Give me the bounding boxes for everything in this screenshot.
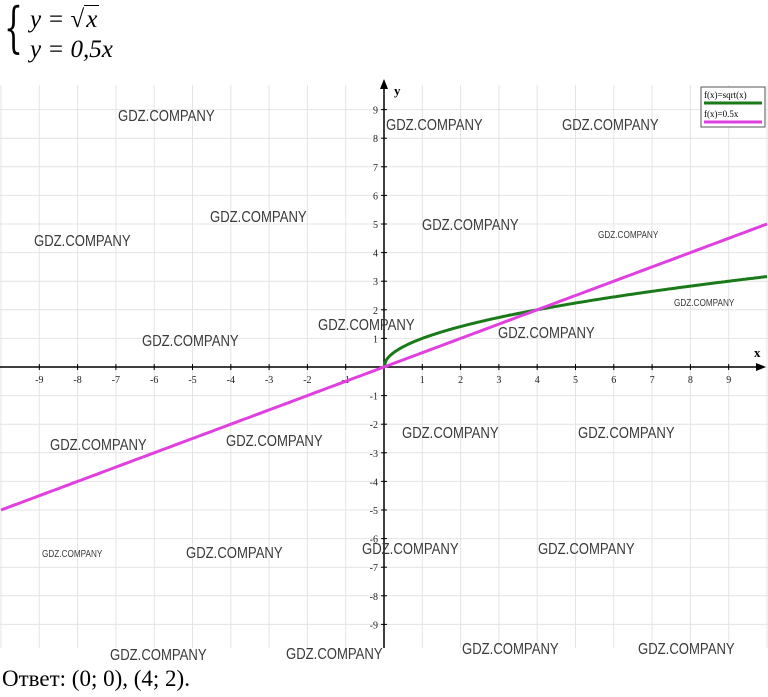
y-tick-label: -5 <box>370 506 378 517</box>
watermark: GDZ.COMPANY <box>34 233 131 250</box>
series-line-1 <box>382 275 768 368</box>
watermark: GDZ.COMPANY <box>422 217 519 234</box>
equation-system: { y = √x y = 0,5x <box>2 0 202 66</box>
legend: f(x)=sqrt(x) f(x)=0.5x <box>700 86 766 128</box>
y-axis-label: y <box>394 83 401 98</box>
series-lines <box>0 222 768 512</box>
watermark: GDZ.COMPANY <box>42 548 102 559</box>
y-tick-label: 5 <box>373 220 378 231</box>
watermark: GDZ.COMPANY <box>386 117 483 134</box>
x-tick-label: 5 <box>573 375 578 386</box>
watermark: GDZ.COMPANY <box>286 646 383 663</box>
sqrt-radicand: x <box>84 5 100 33</box>
watermark: GDZ.COMPANY <box>578 425 675 442</box>
watermark: GDZ.COMPANY <box>118 108 215 125</box>
y-tick-label: -7 <box>370 563 378 574</box>
watermark: GDZ.COMPANY <box>498 325 595 342</box>
y-tick-label: -4 <box>370 477 378 488</box>
legend-label-1: f(x)=sqrt(x) <box>704 90 747 100</box>
y-tick-label: 7 <box>373 163 378 174</box>
x-axis-label: x <box>754 345 761 360</box>
watermark: GDZ.COMPANY <box>638 641 735 658</box>
x-tick-label: -8 <box>73 375 81 386</box>
x-axis-arrow <box>756 363 766 371</box>
y-tick-label: -6 <box>370 535 378 546</box>
x-tick-label: -5 <box>188 375 196 386</box>
watermark: GDZ.COMPANY <box>210 209 307 226</box>
x-tick-label: -6 <box>150 375 158 386</box>
legend-box <box>700 86 766 128</box>
y-tick-label: 8 <box>373 134 378 145</box>
x-tick-label: -2 <box>303 375 311 386</box>
watermark: GDZ.COMPANY <box>362 541 459 558</box>
series-line-2 <box>0 222 768 512</box>
y-tick-label: -8 <box>370 592 378 603</box>
axes: xy <box>0 79 766 648</box>
x-tick-label: 7 <box>650 375 655 386</box>
y-axis-arrow <box>380 79 388 89</box>
y-tick-label: -1 <box>370 392 378 403</box>
y-tick-label: 9 <box>373 106 378 117</box>
system-brace: { <box>4 0 23 59</box>
x-tick-label: -7 <box>112 375 120 386</box>
x-tick-label: 9 <box>726 375 731 386</box>
x-tick-label: 1 <box>420 375 425 386</box>
y-tick-label: 2 <box>373 306 378 317</box>
x-tick-label: 3 <box>496 375 501 386</box>
y-tick-label: 6 <box>373 191 378 202</box>
y-tick-label: -3 <box>370 449 378 460</box>
x-tick-label: -4 <box>227 375 235 386</box>
watermark: GDZ.COMPANY <box>462 641 559 658</box>
watermark: GDZ.COMPANY <box>562 117 659 134</box>
watermark: GDZ.COMPANY <box>538 541 635 558</box>
equation-1: y = √x <box>30 5 100 34</box>
equation-2: y = 0,5x <box>30 36 113 63</box>
y-tick-label: 4 <box>373 249 378 260</box>
x-tick-label: -3 <box>265 375 273 386</box>
watermark: GDZ.COMPANY <box>674 297 734 308</box>
watermark: GDZ.COMPANY <box>226 433 323 450</box>
answer-text: Ответ: (0; 0), (4; 2). <box>2 666 190 691</box>
x-tick-label: 4 <box>535 375 540 386</box>
legend-label-2: f(x)=0.5x <box>704 109 739 119</box>
watermark: GDZ.COMPANY <box>318 317 415 334</box>
tick-labels: -9 -8 -7 -6 -5 -4 -3 -2 -1 1 2 3 4 5 6 7 8 9 -9 -8 -7 -6 -5 -4 -… <box>35 106 731 632</box>
x-tick-label: -9 <box>35 375 43 386</box>
watermark: GDZ.COMPANY <box>598 229 658 240</box>
watermark: GDZ.COMPANY <box>110 647 207 664</box>
sqrt-sign: √ <box>70 6 85 33</box>
watermarks: GDZ.COMPANY GDZ.COMPANY GDZ.COMPANY GDZ.COM… <box>34 108 735 664</box>
y-tick-label: -2 <box>370 420 378 431</box>
watermark: GDZ.COMPANY <box>50 437 147 454</box>
watermark: GDZ.COMPANY <box>142 333 239 350</box>
x-tick-label: 8 <box>688 375 693 386</box>
y-tick-label: 1 <box>373 334 378 345</box>
y-tick-label: 3 <box>373 277 378 288</box>
watermark: GDZ.COMPANY <box>402 425 499 442</box>
x-tick-label: 2 <box>458 375 463 386</box>
equation-1-lhs: y = <box>30 6 71 33</box>
x-tick-label: 6 <box>611 375 616 386</box>
watermark: GDZ.COMPANY <box>186 545 283 562</box>
y-tick-label: -9 <box>370 620 378 631</box>
